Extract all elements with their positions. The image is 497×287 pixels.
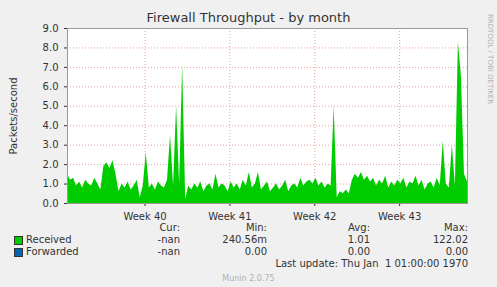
html-text:Forwarded: Forwarded — [26, 246, 79, 257]
html-text:Received: Received — [26, 234, 72, 245]
html-text:-nan: -nan — [157, 234, 180, 245]
html-text:240.56m: 240.56m — [222, 234, 267, 245]
html-text:122.02: 122.02 — [433, 234, 468, 245]
svg-text:6.0: 6.0 — [43, 81, 59, 92]
html-text:Avg:: Avg: — [348, 222, 370, 233]
svg-text:Week 41: Week 41 — [208, 211, 251, 222]
svg-text:0.0: 0.0 — [43, 198, 59, 209]
html-text:Munin 2.0.75: Munin 2.0.75 — [222, 274, 275, 283]
html-text:0.00: 0.00 — [347, 246, 370, 257]
html-text:Max:: Max: — [444, 222, 468, 233]
svg-text:Packets/second: Packets/second — [8, 78, 19, 155]
html-text:Cur:: Cur: — [159, 222, 180, 233]
svg-text:3.0: 3.0 — [43, 139, 59, 150]
html-text:0.00: 0.00 — [445, 246, 468, 257]
html-text:Min:: Min: — [245, 222, 267, 233]
svg-text:7.0: 7.0 — [43, 62, 59, 73]
svg-text:Week 43: Week 43 — [378, 211, 421, 222]
html-text:RRDTOOL / TOBI OETIKER: RRDTOOL / TOBI OETIKER — [486, 14, 494, 105]
svg-text:5.0: 5.0 — [43, 100, 59, 111]
html-text:Last update: Thu Jan 1 01:00:0: Last update: Thu Jan 1 01:00:00 1970 — [275, 258, 468, 269]
html-text:0.00: 0.00 — [244, 246, 267, 257]
svg-text:8.0: 8.0 — [43, 42, 59, 53]
svg-text:4.0: 4.0 — [43, 120, 59, 131]
svg-text:Week 42: Week 42 — [293, 211, 336, 222]
svg-text:Week 40: Week 40 — [123, 211, 166, 222]
svg-text:9.0: 9.0 — [43, 23, 59, 34]
html-text:Firewall Throughput - by month: Firewall Throughput - by month — [146, 10, 351, 25]
html-text:-nan: -nan — [157, 246, 180, 257]
html-text:1.01: 1.01 — [347, 234, 370, 245]
svg-text:1.0: 1.0 — [43, 178, 59, 189]
svg-text:2.0: 2.0 — [43, 159, 59, 170]
